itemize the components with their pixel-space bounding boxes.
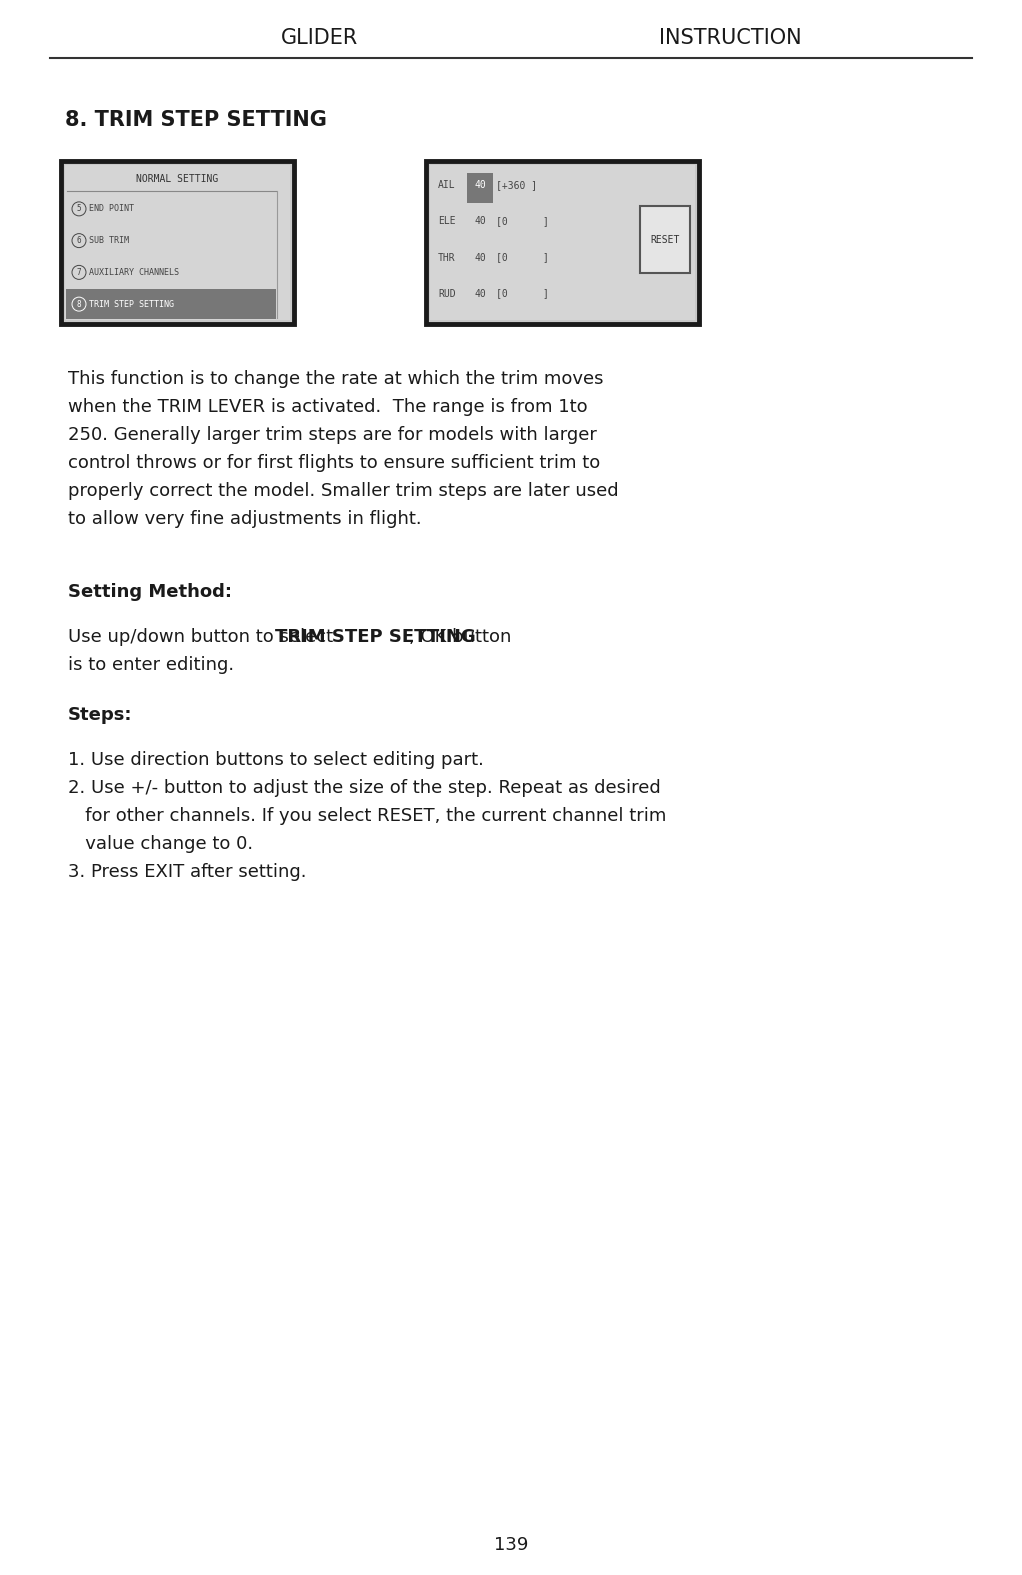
Text: [+360 ]: [+360 ]	[496, 181, 538, 191]
Bar	[65, 165, 290, 320]
Text: 8. TRIM STEP SETTING: 8. TRIM STEP SETTING	[65, 110, 327, 131]
Text: Setting Method:: Setting Method:	[68, 583, 232, 602]
Text: [0      ]: [0 ]	[496, 288, 549, 299]
Text: [0      ]: [0 ]	[496, 216, 549, 227]
Text: INSTRUCTION: INSTRUCTION	[659, 28, 801, 47]
Text: to allow very fine adjustments in flight.: to allow very fine adjustments in flight…	[68, 510, 422, 528]
Text: Use up/down button to select: Use up/down button to select	[68, 628, 339, 646]
Text: 40: 40	[474, 216, 485, 227]
Text: AIL: AIL	[438, 181, 456, 191]
Text: [0      ]: [0 ]	[496, 252, 549, 263]
Bar	[66, 290, 276, 320]
Text: SUB TRIM: SUB TRIM	[89, 236, 129, 246]
Text: 5: 5	[77, 205, 82, 213]
Text: control throws or for first flights to ensure sufficient trim to: control throws or for first flights to e…	[68, 454, 600, 472]
Text: 3. Press EXIT after setting.: 3. Press EXIT after setting.	[68, 863, 307, 880]
Bar	[61, 161, 294, 324]
Text: for other channels. If you select RESET, the current channel trim: for other channels. If you select RESET,…	[68, 806, 666, 825]
Text: 1. Use direction buttons to select editing part.: 1. Use direction buttons to select editi…	[68, 751, 483, 769]
Bar	[467, 173, 493, 203]
Bar	[640, 206, 690, 272]
Text: RUD: RUD	[438, 288, 456, 299]
Text: END POINT: END POINT	[89, 205, 134, 213]
Text: AUXILIARY CHANNELS: AUXILIARY CHANNELS	[89, 268, 179, 277]
Text: THR: THR	[438, 252, 456, 263]
Bar	[430, 165, 695, 320]
Bar	[426, 161, 699, 324]
Text: GLIDER: GLIDER	[281, 28, 359, 47]
Text: RESET: RESET	[650, 235, 680, 244]
Text: TRIM STEP SETTING: TRIM STEP SETTING	[275, 628, 476, 646]
Text: 40: 40	[474, 181, 485, 191]
Text: , OK button: , OK button	[409, 628, 511, 646]
Text: TRIM STEP SETTING: TRIM STEP SETTING	[89, 299, 174, 309]
Text: when the TRIM LEVER is activated.  The range is from 1to: when the TRIM LEVER is activated. The ra…	[68, 398, 588, 416]
Text: 2. Use +/- button to adjust the size of the step. Repeat as desired: 2. Use +/- button to adjust the size of …	[68, 780, 661, 797]
Text: 40: 40	[474, 288, 485, 299]
Text: value change to 0.: value change to 0.	[68, 835, 253, 854]
Text: 6: 6	[77, 236, 82, 246]
Text: 7: 7	[77, 268, 82, 277]
Text: NORMAL SETTING: NORMAL SETTING	[136, 173, 219, 184]
Text: 139: 139	[494, 1536, 528, 1555]
Text: This function is to change the rate at which the trim moves: This function is to change the rate at w…	[68, 370, 604, 387]
Text: 40: 40	[474, 252, 485, 263]
Text: 250. Generally larger trim steps are for models with larger: 250. Generally larger trim steps are for…	[68, 425, 597, 444]
Text: ELE: ELE	[438, 216, 456, 227]
Text: properly correct the model. Smaller trim steps are later used: properly correct the model. Smaller trim…	[68, 482, 618, 499]
Text: 8: 8	[77, 299, 82, 309]
Text: is to enter editing.: is to enter editing.	[68, 657, 234, 674]
Text: Steps:: Steps:	[68, 706, 133, 724]
